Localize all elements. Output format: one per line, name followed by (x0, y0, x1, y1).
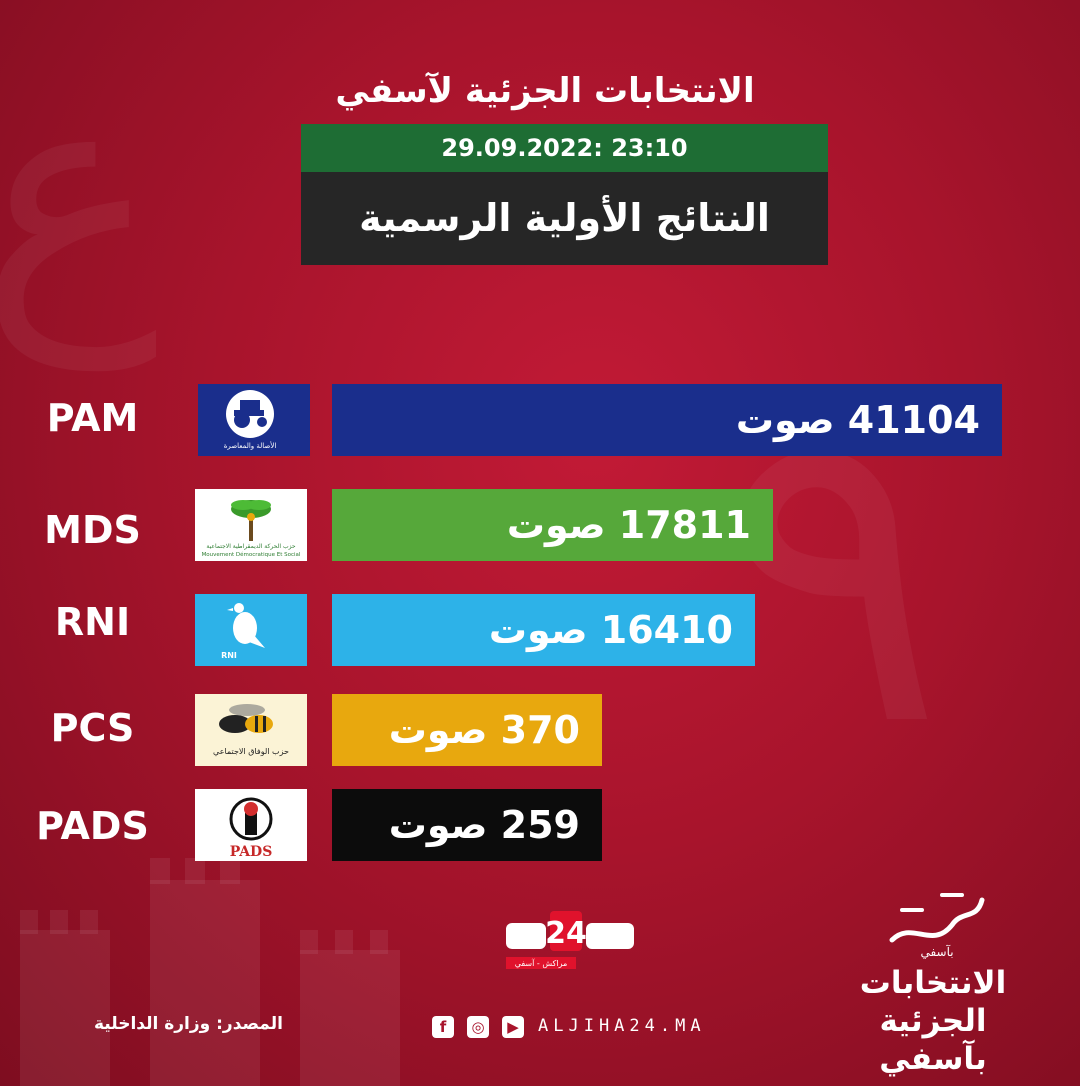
bar-rni: 16410 صوت (332, 594, 755, 666)
website-link[interactable]: ALJIHA24.MA (538, 1016, 706, 1036)
asfi-script-logo: بآسفي (889, 893, 985, 959)
instagram-icon[interactable]: ◎ (467, 1016, 489, 1038)
rni-logo: RNI (195, 594, 307, 666)
category-label-rni: RNI (54, 600, 131, 644)
side-title-line1: الانتخابات (859, 965, 1007, 1001)
bee-icon (219, 704, 273, 733)
data-label-pcs: 370 صوت (388, 708, 580, 752)
svg-text:Mouvement Démocratique Et Soci: Mouvement Démocratique Et Social (202, 551, 301, 558)
pcs-logo: حزب الوفاق الاجتماعي (195, 694, 307, 766)
pam-logo: الأصالة والمعاصرة (198, 384, 310, 456)
category-label-pads: PADS (36, 804, 149, 848)
category-label-pcs: PCS (50, 706, 135, 750)
svg-text:24: 24 (545, 916, 587, 951)
bar-pcs: 370 صوت (332, 694, 602, 766)
facebook-icon[interactable]: f (432, 1016, 454, 1038)
svg-text:حزب الوفاق الاجتماعي: حزب الوفاق الاجتماعي (213, 747, 289, 756)
bar-pam: 41104 صوت (332, 384, 1002, 456)
data-label-pads: 259 صوت (388, 803, 580, 847)
background-decoration: ع (0, 20, 160, 369)
data-label-mds: 17811 صوت (506, 503, 751, 547)
svg-text:حزب الحركة الديمقراطية الاجتما: حزب الحركة الديمقراطية الاجتماعية (206, 543, 296, 550)
category-label-mds: MDS (44, 508, 141, 552)
svg-text:PADS: PADS (230, 844, 273, 860)
svg-text:بآسفي: بآسفي (920, 944, 953, 959)
svg-text:الأصالة والمعاصرة: الأصالة والمعاصرة (224, 441, 277, 450)
subtitle-banner: النتائج الأولية الرسمية (301, 172, 828, 265)
data-label-rni: 16410 صوت (488, 608, 733, 652)
torch-fist-icon (229, 797, 273, 841)
jiha24-logo: 24 مراكش - آسفي (506, 911, 634, 969)
category-label-pam: PAM (46, 396, 139, 440)
source-text: المصدر: وزارة الداخلية (94, 1014, 283, 1034)
side-title-line2: الجزئية بآسفي (879, 1003, 987, 1077)
bar-mds: 17811 صوت (332, 489, 773, 561)
svg-text:مراكش - آسفي: مراكش - آسفي (515, 958, 568, 968)
datetime-banner: 29.09.2022: 23:10 (301, 124, 828, 172)
dove-icon (227, 603, 265, 648)
bar-pads: 259 صوت (332, 789, 602, 861)
page-title: الانتخابات الجزئية لآسفي (335, 71, 755, 111)
side-title: الانتخابات الجزئية بآسفي (838, 964, 1028, 1078)
svg-text:RNI: RNI (221, 651, 237, 660)
data-label-pam: 41104 صوت (735, 398, 980, 442)
palm-tree-icon (231, 500, 271, 541)
castle-silhouette (20, 858, 400, 1086)
tractor-icon (234, 400, 267, 428)
pads-logo: PADS (195, 789, 307, 861)
youtube-icon[interactable]: ▶ (502, 1016, 524, 1038)
mds-logo: حزب الحركة الديمقراطية الاجتماعية Mouvem… (195, 489, 307, 561)
